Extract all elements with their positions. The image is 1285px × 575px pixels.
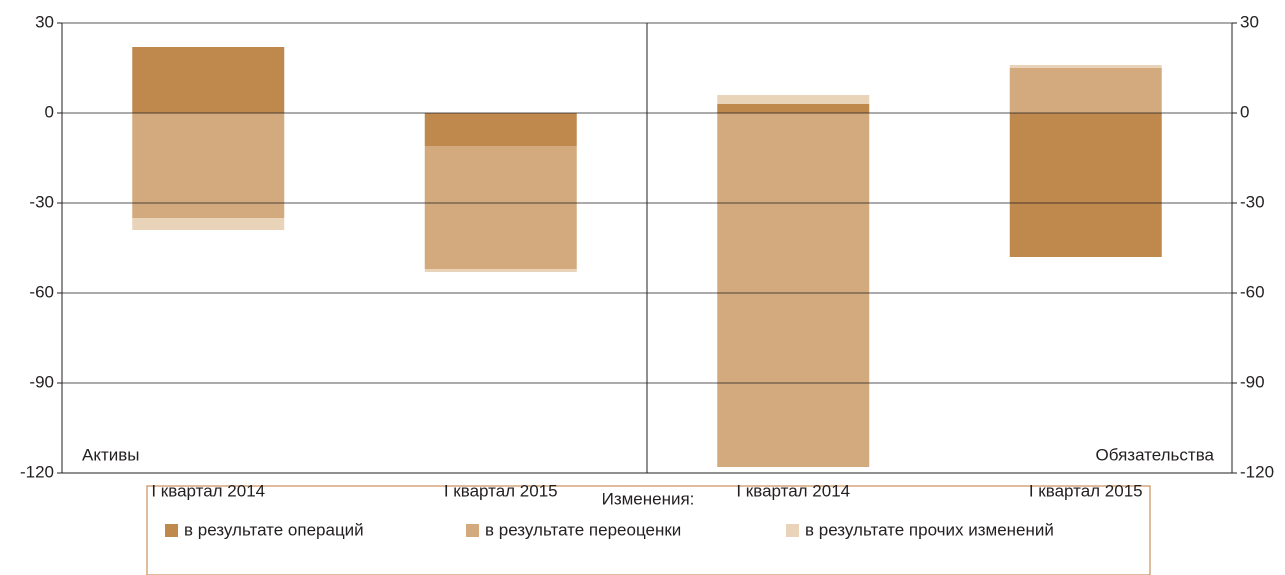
legend-title: Изменения: xyxy=(602,489,695,508)
legend-swatch xyxy=(466,524,479,537)
y2-tick-label: -30 xyxy=(1240,192,1265,211)
legend-swatch xyxy=(786,524,799,537)
legend-label: в результате переоценки xyxy=(485,520,681,539)
y-tick-label: -30 xyxy=(29,192,54,211)
y-tick-label: 30 xyxy=(35,12,54,31)
legend-swatch xyxy=(165,524,178,537)
bar xyxy=(132,113,285,218)
y-tick-label: 0 xyxy=(45,102,54,121)
bar xyxy=(717,104,870,113)
bar xyxy=(424,146,577,269)
bar xyxy=(1009,68,1162,113)
group-label: Активы xyxy=(82,445,140,464)
y2-tick-label: 0 xyxy=(1240,102,1249,121)
y2-tick-label: -120 xyxy=(1240,462,1274,481)
y-tick-label: -60 xyxy=(29,282,54,301)
bar xyxy=(132,218,285,230)
y2-tick-label: -90 xyxy=(1240,372,1265,391)
y-tick-label: -120 xyxy=(20,462,54,481)
bar xyxy=(717,95,870,104)
y2-tick-label: -60 xyxy=(1240,282,1265,301)
x-tick-label: I квартал 2015 xyxy=(444,481,558,500)
bar xyxy=(717,113,870,467)
x-tick-label: I квартал 2014 xyxy=(736,481,850,500)
bar xyxy=(1009,113,1162,257)
y-tick-label: -90 xyxy=(29,372,54,391)
bar xyxy=(132,47,285,113)
bar xyxy=(424,113,577,146)
bar xyxy=(424,269,577,272)
legend-label: в результате прочих изменений xyxy=(805,520,1054,539)
x-tick-label: I квартал 2014 xyxy=(151,481,265,500)
bar xyxy=(1009,65,1162,68)
x-tick-label: I квартал 2015 xyxy=(1029,481,1143,500)
group-label: Обязательства xyxy=(1095,445,1214,464)
legend-box xyxy=(146,485,1151,575)
legend-label: в результате операций xyxy=(184,520,364,539)
y2-tick-label: 30 xyxy=(1240,12,1259,31)
